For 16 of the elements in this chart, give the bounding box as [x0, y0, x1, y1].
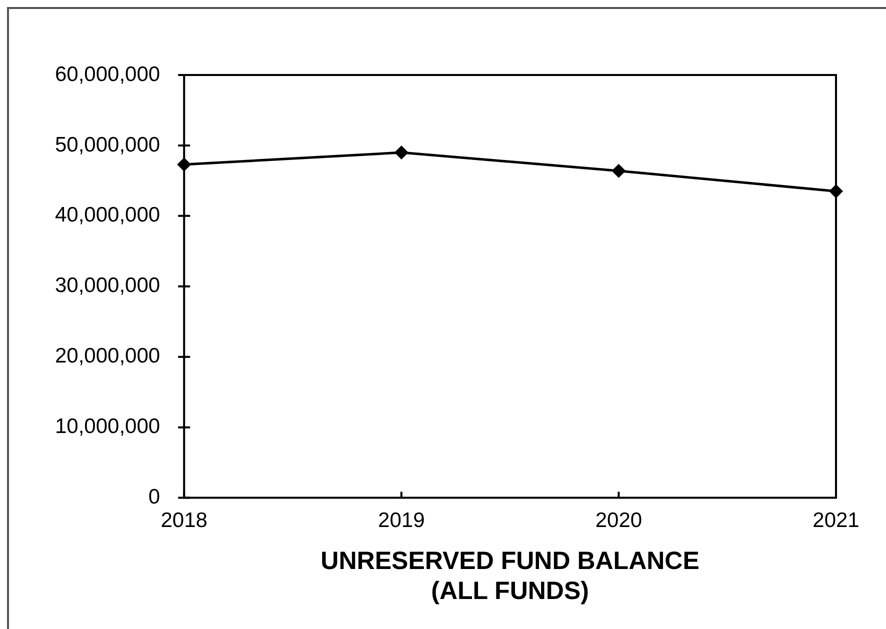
y-tick-label: 60,000,000	[54, 62, 160, 86]
x-tick-label: 2018	[160, 509, 208, 532]
y-tick-label: 10,000,000	[54, 415, 160, 438]
point	[394, 146, 408, 160]
y-tick-label: 40,000,000	[54, 204, 160, 227]
x-tick-label: 2019	[378, 509, 425, 532]
x-tick-label: 2021	[812, 509, 860, 532]
y-tick-label: 30,000,000	[54, 274, 160, 298]
point	[177, 157, 192, 172]
y-tick-label: 0	[148, 486, 160, 509]
x-tick-label: 2020	[595, 509, 642, 532]
text: UNRESERVED FUND BALANCE (ALL FUNDS)	[320, 546, 700, 605]
y-tick-label: 50,000,000	[54, 133, 160, 156]
y-tick-label: 20,000,000	[54, 344, 160, 368]
point	[829, 184, 843, 198]
point	[612, 164, 626, 178]
